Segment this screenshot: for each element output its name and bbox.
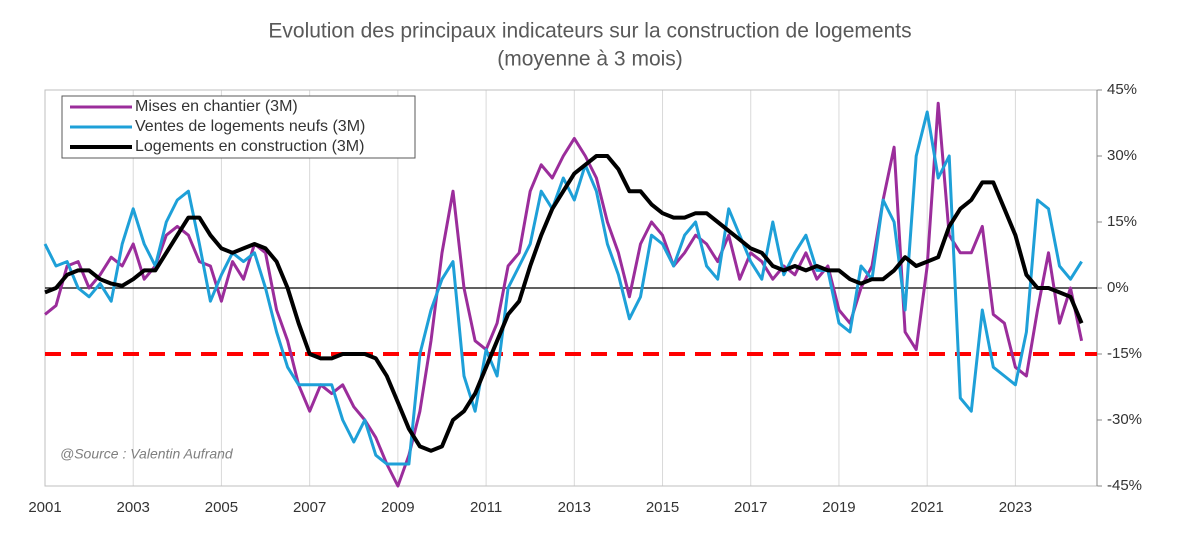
series-line [44,154,1084,453]
legend-label: Logements en construction (3M) [135,138,364,155]
y-tick-label: 0% [1107,279,1129,296]
chart-subtitle: (moyenne à 3 mois) [497,48,683,71]
legend-label: Mises en chantier (3M) [135,98,298,115]
y-tick-label: -45% [1107,477,1142,494]
x-tick-label: 2021 [910,499,943,516]
legend-label: Ventes de logements neufs (3M) [135,118,365,135]
x-tick-label: 2019 [822,499,855,516]
chart-title: Evolution des principaux indicateurs sur… [268,20,911,43]
x-tick-label: 2015 [646,499,679,516]
annotation: @Source : Valentin Aufrand [60,446,234,462]
x-tick-label: 2003 [117,499,150,516]
y-tick-label: 15% [1107,213,1137,230]
x-tick-label: 2023 [999,499,1032,516]
x-tick-label: 2001 [28,499,61,516]
y-tick-label: -30% [1107,411,1142,428]
y-tick-label: -15% [1107,345,1142,362]
x-tick-label: 2017 [734,499,767,516]
x-tick-label: 2009 [381,499,414,516]
x-tick-label: 2007 [293,499,326,516]
x-tick-label: 2005 [205,499,238,516]
x-tick-label: 2011 [470,499,502,516]
series-line [44,101,1084,488]
y-tick-label: 30% [1107,147,1137,164]
x-tick-label: 2013 [558,499,591,516]
y-tick-label: 45% [1107,81,1137,98]
